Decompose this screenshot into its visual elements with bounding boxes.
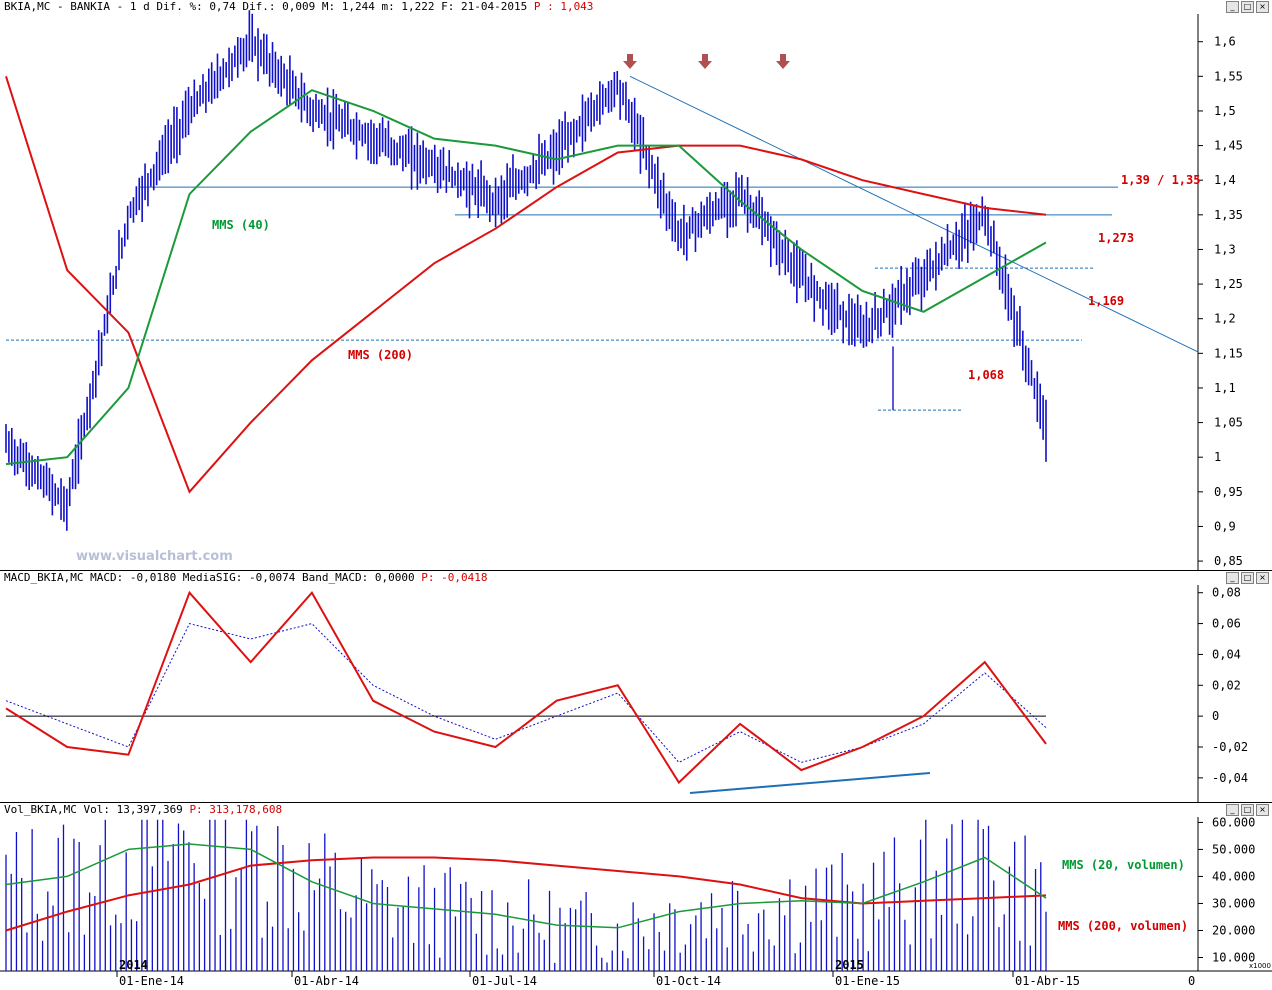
macd-y-tick-label: 0,02 (1212, 678, 1241, 692)
x-tick-label: 01-Oct-14 (656, 974, 721, 988)
macd-y-tick-label: 0 (1212, 709, 1219, 723)
macd-y-tick-label: 0,04 (1212, 647, 1241, 661)
price-y-tick-label: 1,1 (1214, 381, 1236, 395)
price-header: BKIA,MC - BANKIA - 1 d Dif. %: 0,74 Dif.… (4, 1, 593, 13)
price-y-tick-label: 1,5 (1214, 104, 1236, 118)
macd-chart[interactable]: 0,08 0,06 0,04 0,02 0 -0,02 -0,04 (0, 571, 1272, 803)
level-1169-label: 1,169 (1088, 294, 1124, 308)
macd-window-buttons: _ □ × (1226, 572, 1269, 584)
volume-y-tick-label: 20.000 (1212, 923, 1255, 937)
macd-y-tick-label: -0,02 (1212, 740, 1248, 754)
volume-mms200-line (5, 856, 1047, 932)
maximize-icon[interactable]: □ (1241, 804, 1254, 816)
price-y-tick-label: 1,4 (1214, 173, 1236, 187)
down-arrow-icon (776, 54, 790, 69)
x-axis: 01-Ene-14 01-Abr-14 01-Jul-14 01-Oct-14 01-E… (116, 958, 1195, 988)
price-y-tick-label: 1,2 (1214, 312, 1236, 326)
price-panel: BKIA,MC - BANKIA - 1 d Dif. %: 0,74 Dif.… (0, 0, 1272, 570)
price-window-buttons: _ □ × (1226, 1, 1269, 13)
macd-y-tick-label: 0,08 (1212, 586, 1241, 600)
price-y-axis: 1,6 1,55 1,5 1,45 1,4 1,35 1,3 1,25 1,2 1,15 1,1 1,… (1198, 35, 1243, 568)
macd-line (5, 590, 1047, 785)
down-arrow-icon (698, 54, 712, 69)
down-arrow-icon (623, 54, 637, 69)
price-y-tick-label: 1,55 (1214, 69, 1243, 83)
x-year-label: 2015 (835, 958, 864, 972)
close-icon[interactable]: × (1256, 804, 1269, 816)
minimize-icon[interactable]: _ (1226, 804, 1239, 816)
volume-y-tick-label: 60.000 (1212, 815, 1255, 829)
macd-y-tick-label: 0,06 (1212, 617, 1241, 631)
volume-y-tick-label: 40.000 (1212, 869, 1255, 883)
x-tick-label: 01-Ene-15 (835, 974, 900, 988)
maximize-icon[interactable]: □ (1241, 572, 1254, 584)
volume-mms20-label: MMS (20, volumen) (1062, 858, 1185, 872)
price-details: 1 d Dif. %: 0,74 Dif.: 0,009 M: 1,244 m:… (129, 0, 528, 13)
downtrend-line (629, 75, 1199, 353)
x-tick-label: 01-Jul-14 (472, 974, 537, 988)
volume-header-text: Vol_BKIA,MC Vol: 13,397,369 (4, 803, 183, 816)
resistance-label: 1,39 / 1,35 (1121, 173, 1200, 187)
volume-y-tick-label: 10.000 (1212, 950, 1255, 964)
volume-mms200-label: MMS (200, volumen) (1058, 919, 1188, 933)
x-year-label: 2014 (119, 958, 148, 972)
mms200-label: MMS (200) (348, 348, 413, 362)
volume-header: Vol_BKIA,MC Vol: 13,397,369 P: 313,178,6… (4, 804, 282, 816)
volume-y-tick-label: 30.000 (1212, 896, 1255, 910)
level-1068-label: 1,068 (968, 368, 1004, 382)
price-y-tick-label: 0,9 (1214, 519, 1236, 533)
x-zero-label: 0 (1188, 974, 1195, 988)
mms40-label: MMS (40) (212, 218, 270, 232)
price-y-tick-label: 1,6 (1214, 35, 1236, 49)
price-y-tick-label: 1,15 (1214, 346, 1243, 360)
watermark: www.visualchart.com (76, 549, 233, 564)
volume-y-tick-label: 50.000 (1212, 842, 1255, 856)
mms200-line (5, 75, 1047, 494)
x-tick-label: 01-Abr-14 (294, 974, 359, 988)
price-y-tick-label: 1,45 (1214, 139, 1243, 153)
price-symbol: BKIA,MC - BANKIA - (4, 0, 124, 13)
price-y-tick-label: 0,95 (1214, 485, 1243, 499)
price-y-tick-label: 1 (1214, 450, 1221, 464)
maximize-icon[interactable]: □ (1241, 1, 1254, 13)
macd-header: MACD_BKIA,MC MACD: -0,0180 MediaSIG: -0,… (4, 572, 487, 584)
volume-panel: Vol_BKIA,MC Vol: 13,397,369 P: 313,178,6… (0, 802, 1272, 990)
x-tick-label: 01-Ene-14 (119, 974, 184, 988)
price-y-tick-label: 1,25 (1214, 277, 1243, 291)
volume-window-buttons: _ □ × (1226, 804, 1269, 816)
volume-unit: x1000 (1249, 962, 1271, 970)
macd-last: P: -0,0418 (421, 571, 488, 584)
price-bars (5, 10, 1047, 531)
price-y-tick-label: 1,05 (1214, 416, 1243, 430)
macd-signal-line (5, 623, 1047, 764)
price-y-tick-label: 1,35 (1214, 208, 1243, 222)
volume-y-axis: 60.000 50.000 40.000 30.000 20.000 10.000 (1198, 815, 1255, 964)
volume-mms20-line (5, 843, 1047, 929)
volume-last: P: 313,178,608 (189, 803, 283, 816)
level-1273-label: 1,273 (1098, 231, 1134, 245)
close-icon[interactable]: × (1256, 1, 1269, 13)
price-y-tick-label: 1,3 (1214, 242, 1236, 256)
minimize-icon[interactable]: _ (1226, 1, 1239, 13)
volume-bars (5, 819, 1047, 971)
minimize-icon[interactable]: _ (1226, 572, 1239, 584)
price-last: P : 1,043 (533, 0, 594, 13)
price-levels (6, 75, 1199, 411)
x-tick-label: 01-Abr-15 (1015, 974, 1080, 988)
price-y-tick-label: 0,85 (1214, 554, 1243, 568)
close-icon[interactable]: × (1256, 572, 1269, 584)
price-arrows (623, 54, 790, 69)
macd-y-tick-label: -0,04 (1212, 771, 1248, 785)
macd-y-axis: 0,08 0,06 0,04 0,02 0 -0,02 -0,04 (1198, 586, 1248, 785)
mms40-line (5, 89, 1047, 466)
macd-panel: MACD_BKIA,MC MACD: -0,0180 MediaSIG: -0,… (0, 570, 1272, 803)
macd-header-text: MACD_BKIA,MC MACD: -0,0180 MediaSIG: -0,… (4, 571, 415, 584)
volume-chart[interactable]: 60.000 50.000 40.000 30.000 20.000 10.000 MMS… (0, 803, 1272, 990)
macd-divergence-line (689, 772, 931, 794)
price-chart[interactable]: 1,6 1,55 1,5 1,45 1,4 1,35 1,3 1,25 1,2 1,15 1,1 1,… (0, 0, 1272, 570)
